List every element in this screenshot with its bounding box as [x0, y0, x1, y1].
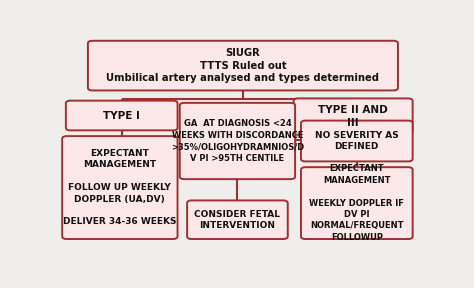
Text: TYPE II AND
III: TYPE II AND III — [318, 105, 388, 128]
FancyBboxPatch shape — [187, 200, 288, 239]
Text: NO SEVERITY AS
DEFINED: NO SEVERITY AS DEFINED — [315, 131, 399, 151]
Text: EXPECTANT
MANAGEMENT

WEEKLY DOPPLER IF
DV PI
NORMAL/FREQUENT
FOLLOWUP: EXPECTANT MANAGEMENT WEEKLY DOPPLER IF D… — [310, 164, 404, 242]
FancyBboxPatch shape — [88, 41, 398, 90]
FancyBboxPatch shape — [301, 167, 413, 239]
Text: EXPECTANT
MANAGEMENT

FOLLOW UP WEEKLY
DOPPLER (UA,DV)

DELIVER 34-36 WEEKS: EXPECTANT MANAGEMENT FOLLOW UP WEEKLY DO… — [63, 149, 177, 226]
FancyBboxPatch shape — [301, 121, 413, 161]
Text: TYPE I: TYPE I — [103, 111, 140, 120]
Text: CONSIDER FETAL
INTERVENTION: CONSIDER FETAL INTERVENTION — [194, 209, 281, 230]
FancyBboxPatch shape — [293, 98, 413, 135]
FancyBboxPatch shape — [62, 136, 178, 239]
FancyBboxPatch shape — [66, 101, 178, 130]
Text: SIUGR
TTTS Ruled out
Umbilical artery analysed and types determined: SIUGR TTTS Ruled out Umbilical artery an… — [107, 48, 379, 84]
Text: GA  AT DIAGNOSIS <24
WEEKS WITH DISCORDANCE
>35%/OLIGOHYDRAMNIOS/D
V PI >95TH CE: GA AT DIAGNOSIS <24 WEEKS WITH DISCORDAN… — [171, 119, 304, 163]
FancyBboxPatch shape — [180, 103, 295, 179]
